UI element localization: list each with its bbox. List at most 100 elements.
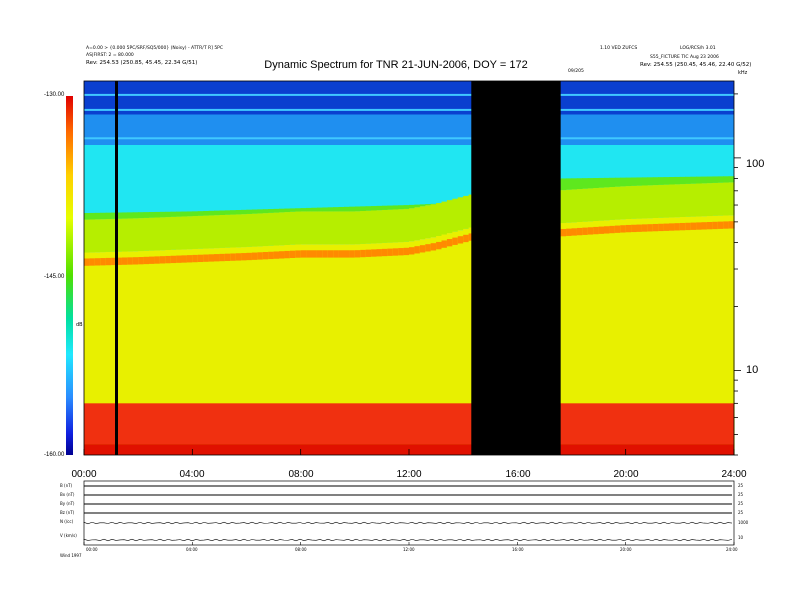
spectrum-column-lime xyxy=(706,183,713,217)
emission-line-segment xyxy=(446,239,453,247)
spectrum-column-green xyxy=(652,177,659,186)
spectrum-column-yellow xyxy=(425,238,432,455)
spectrum-column-lime xyxy=(235,214,242,248)
spectrum-column-green xyxy=(306,207,313,212)
emission-line-segment xyxy=(441,240,448,248)
spectrum-column-lime xyxy=(197,215,204,249)
spectrum-column-green xyxy=(625,177,632,187)
spectrum-column-lime xyxy=(392,209,399,243)
spectrum-column-lime xyxy=(143,217,150,251)
spectrum-column-green xyxy=(94,212,101,220)
spectrum-column-lime xyxy=(398,209,405,243)
spectrum-column-lime xyxy=(652,185,659,219)
spectrum-column-green xyxy=(685,176,692,184)
spectrum-column-yellow xyxy=(652,218,659,455)
spectrum-column-green xyxy=(127,212,134,219)
spectrum-column-green xyxy=(284,208,291,213)
subpanel-x-tick: 24:00 xyxy=(726,547,738,552)
spectrum-column-yellow xyxy=(89,252,96,455)
spectrum-column-yellow xyxy=(257,246,264,455)
spectrum-column-yellow xyxy=(436,235,443,455)
spectrum-column-yellow xyxy=(723,215,730,455)
spectrum-column-yellow xyxy=(165,250,172,455)
chart-title: Dynamic Spectrum for TNR 21-JUN-2006, DO… xyxy=(264,59,528,71)
spectrum-column-yellow xyxy=(105,251,112,455)
spectrum-column-lime xyxy=(409,208,416,242)
emission-line-segment xyxy=(100,258,107,266)
spectrum-column-green xyxy=(679,176,686,185)
data-gap xyxy=(471,81,561,455)
emission-line-segment xyxy=(246,252,253,261)
spectrum-column-green xyxy=(132,212,139,219)
spectrum-column-yellow xyxy=(127,251,134,455)
subpanel-x-tick: 08:00 xyxy=(295,547,307,552)
spectrum-column-green xyxy=(593,178,600,189)
emission-line-segment xyxy=(105,257,112,266)
spectrum-column-lime xyxy=(344,211,351,245)
emission-line-segment xyxy=(674,223,681,231)
spectrum-column-lime xyxy=(371,210,378,244)
spectrum-column-yellow xyxy=(149,250,156,455)
spectrum-column-yellow xyxy=(186,249,193,455)
spectrum-column-green xyxy=(636,177,643,186)
x-tick-label: 08:00 xyxy=(288,469,314,480)
emission-line-segment xyxy=(224,253,231,261)
emission-line-segment xyxy=(203,254,210,262)
spectrum-column-green xyxy=(84,213,91,220)
subpanel-trace xyxy=(83,538,733,542)
spectrum-column-yellow xyxy=(338,244,345,455)
spectrum-column-lime xyxy=(717,182,724,216)
spectrum-column-green xyxy=(311,207,318,212)
spectrum-column-green xyxy=(219,210,226,215)
spectrum-column-yellow xyxy=(327,244,334,455)
spectrum-column-lime xyxy=(452,198,459,232)
spectrum-column-yellow xyxy=(690,216,697,455)
emission-line-segment xyxy=(566,228,573,236)
subpanel-label: B (nT) xyxy=(60,483,73,488)
spectrum-column-lime xyxy=(154,217,161,251)
emission-line-segment xyxy=(658,223,665,232)
spectrum-column-lime xyxy=(273,212,280,246)
spectrum-column-lime xyxy=(457,197,464,231)
spectrum-column-yellow xyxy=(300,244,307,455)
spectrum-column-yellow xyxy=(159,250,166,455)
spectrum-column-yellow xyxy=(392,242,399,455)
spectrum-column-yellow xyxy=(344,244,351,455)
spectrum-column-green xyxy=(154,211,161,218)
emission-line-segment xyxy=(430,243,437,251)
spectrum-column-green xyxy=(712,176,719,183)
spectrum-column-lime xyxy=(181,216,188,250)
spectrum-column-lime xyxy=(89,219,96,253)
spectrum-column-lime xyxy=(111,218,118,252)
spectrum-column-lime xyxy=(257,213,264,247)
colorbar-unit: dB xyxy=(76,322,83,328)
spectrum-column-lime xyxy=(241,214,248,248)
spectrum-column-green xyxy=(105,212,112,220)
emission-line-segment xyxy=(159,256,166,264)
spectrum-column-green xyxy=(706,176,713,184)
spectrum-column-yellow xyxy=(273,245,280,455)
spectrum-column-green xyxy=(403,205,410,209)
subpanel-x-tick: 16:00 xyxy=(512,547,524,552)
emission-line-segment xyxy=(94,258,101,266)
spectrum-column-lime xyxy=(159,217,166,251)
x-tick-label: 00:00 xyxy=(71,469,97,480)
emission-line-segment xyxy=(582,227,589,235)
spectrum-column-yellow xyxy=(560,223,567,455)
emission-line-segment xyxy=(214,254,221,262)
emission-line-segment xyxy=(360,249,367,258)
emission-line-segment xyxy=(116,257,123,265)
spectrum-column-yellow xyxy=(685,216,692,455)
spectrum-column-lime xyxy=(712,182,719,216)
spectrum-column-yellow xyxy=(181,249,188,455)
spectrum-column-lime xyxy=(593,188,600,221)
emission-line-segment xyxy=(165,255,172,264)
subpanel-x-tick: 12:00 xyxy=(403,547,415,552)
emission-line-segment xyxy=(614,225,621,233)
spectrum-column-yellow xyxy=(154,250,161,455)
spectrum-column-green xyxy=(620,177,627,187)
spectrum-column-yellow xyxy=(571,222,578,455)
emission-line-segment xyxy=(381,248,388,257)
emission-line-segment xyxy=(257,252,264,260)
spectrum-column-lime xyxy=(641,185,648,219)
